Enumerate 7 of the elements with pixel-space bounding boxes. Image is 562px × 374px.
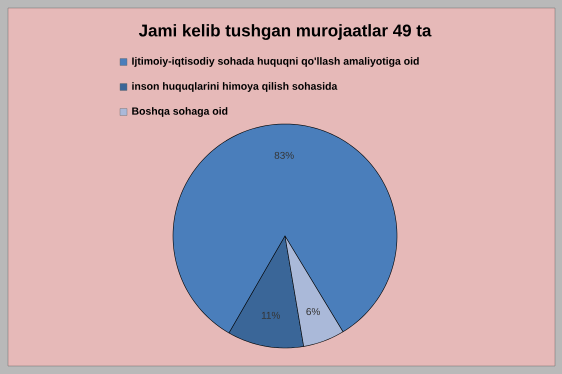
chart-title: Jami kelib tushgan murojaatlar 49 ta	[138, 24, 432, 40]
data-label: 11%	[262, 312, 280, 319]
data-label: 83%	[274, 152, 294, 159]
legend-label: inson huquqlarini himoya qilish sohasida	[132, 82, 338, 92]
data-label: 6%	[306, 308, 320, 316]
legend-label: Boshqa sohaga oid	[132, 107, 228, 117]
legend-label: Ijtimoiy-iqtisodiy sohada huquqni qo'llash amaliyotiga oid	[132, 57, 419, 67]
